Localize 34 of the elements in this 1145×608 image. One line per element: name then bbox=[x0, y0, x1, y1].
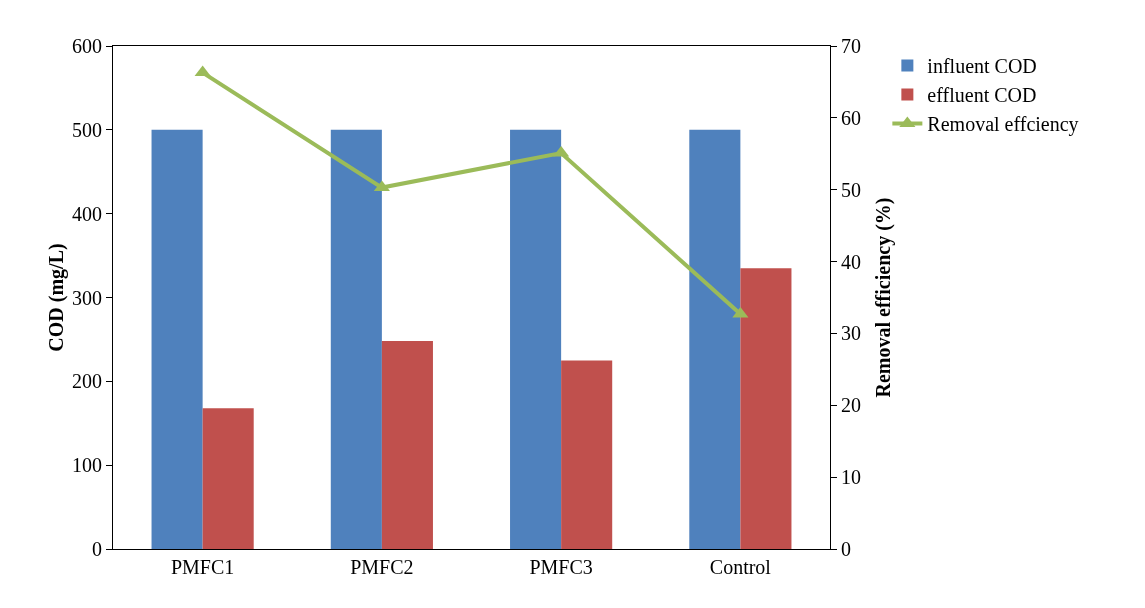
y-tick-label: 300 bbox=[72, 286, 102, 309]
y2-tick-label: 70 bbox=[841, 35, 861, 57]
legend-label: effluent COD bbox=[927, 84, 1037, 107]
bar bbox=[561, 360, 613, 549]
x-tick-label: PMFC3 bbox=[529, 556, 593, 578]
bar bbox=[510, 129, 562, 549]
y-tick-label: 200 bbox=[72, 370, 102, 393]
x-tick-label: PMFC1 bbox=[170, 556, 235, 578]
legend-label: influent COD bbox=[927, 55, 1037, 78]
legend-label: Removal effciency bbox=[927, 113, 1079, 137]
y2-axis-title: Removal efficiency (%) bbox=[872, 197, 895, 398]
bar bbox=[151, 129, 203, 549]
y-tick-label: 100 bbox=[72, 454, 102, 477]
y-axis-title: COD (mg/L) bbox=[45, 243, 68, 352]
y2-tick-label: 50 bbox=[841, 178, 861, 201]
y2-tick-label: 30 bbox=[841, 322, 861, 345]
y2-tick-label: 10 bbox=[841, 466, 861, 489]
y-tick-label: 400 bbox=[72, 202, 102, 225]
y2-tick-label: 40 bbox=[841, 250, 861, 273]
y-tick-label: 600 bbox=[72, 35, 102, 57]
y2-tick-label: 0 bbox=[841, 538, 851, 560]
bar bbox=[202, 408, 254, 549]
bar bbox=[689, 129, 741, 549]
bar bbox=[381, 341, 433, 549]
point bbox=[373, 180, 390, 192]
x-tick-label: Control bbox=[709, 556, 772, 578]
y-tick-label: 500 bbox=[72, 118, 102, 141]
x-tick-label: PMFC2 bbox=[350, 556, 414, 578]
y2-tick-label: 20 bbox=[841, 394, 861, 417]
point bbox=[194, 65, 211, 77]
bar bbox=[330, 129, 382, 549]
bar bbox=[740, 268, 792, 549]
y2-tick-label: 60 bbox=[841, 106, 861, 129]
y-tick-label: 0 bbox=[92, 538, 102, 560]
